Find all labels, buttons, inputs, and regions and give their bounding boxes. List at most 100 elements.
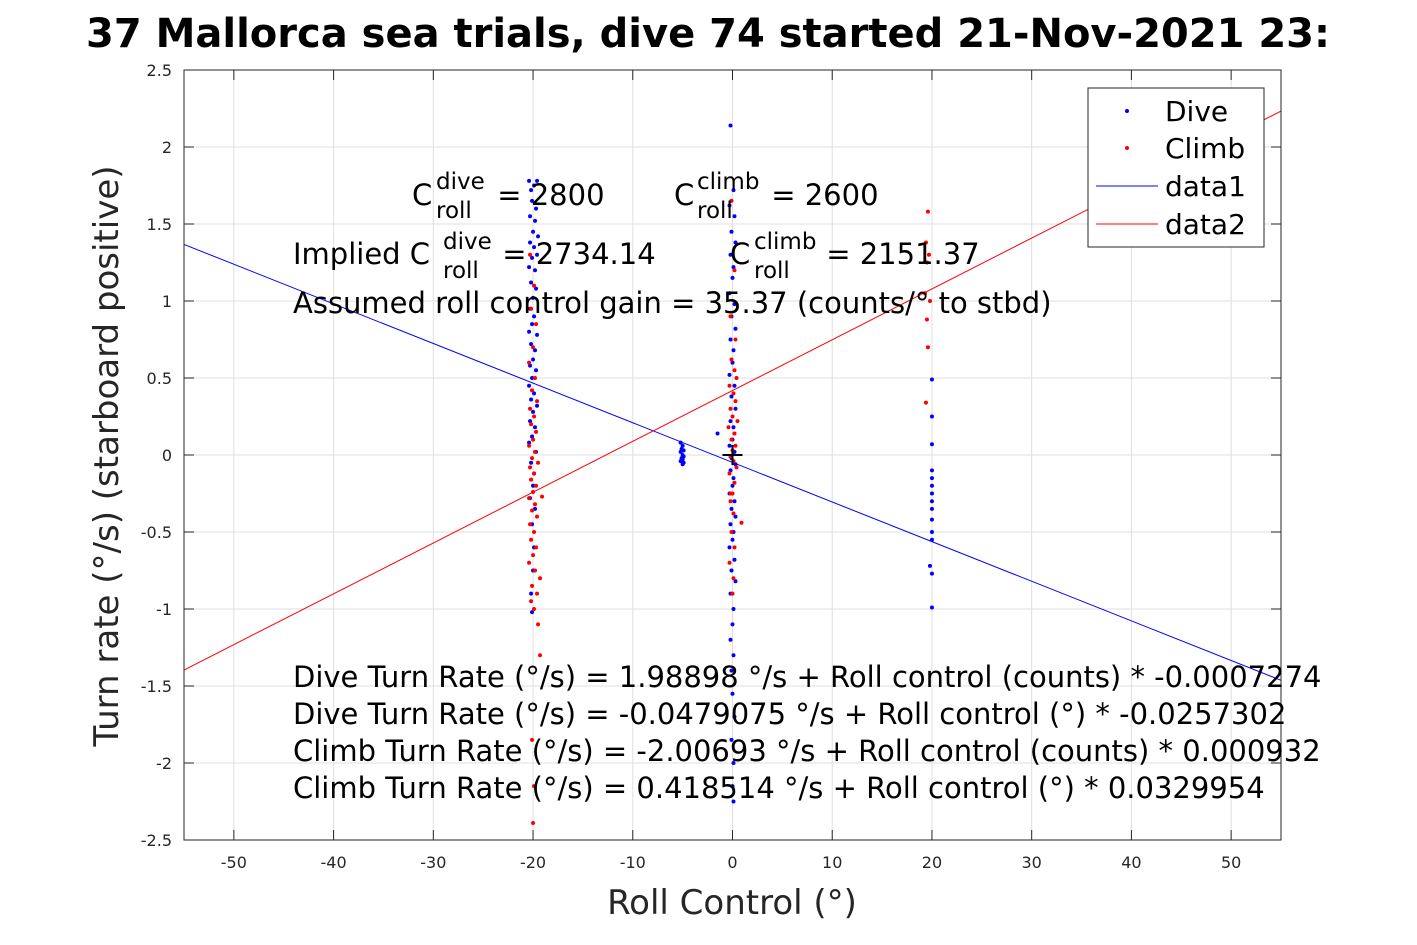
point-dive (731, 607, 736, 611)
point-climb (532, 283, 537, 288)
point-climb (540, 494, 545, 499)
point-dive (727, 203, 732, 208)
annotation-implied-dive: Implied C dive roll = 2734.14 (293, 229, 656, 284)
point-dive (731, 348, 736, 353)
point-dive (728, 337, 733, 342)
point-dive (529, 188, 534, 193)
point-dive (529, 591, 534, 596)
point-dive (929, 517, 934, 522)
point-climb (922, 291, 927, 296)
point-dive (728, 419, 733, 424)
legend-box (1087, 87, 1265, 248)
point-dive (529, 342, 534, 347)
point-climb (527, 496, 532, 501)
point-dive (727, 545, 732, 550)
point-dive (731, 188, 736, 193)
legend-label-climb: Climb (1165, 132, 1245, 165)
point-climb (530, 508, 535, 513)
annotation-gain: Assumed roll control gain = 35.37 (count… (293, 286, 1052, 320)
point-climb (732, 545, 737, 550)
point-dive (678, 440, 683, 445)
point-dive (530, 376, 535, 380)
point-climb (531, 345, 536, 350)
point-dive (929, 499, 934, 504)
point-dive (535, 252, 540, 257)
legend-label-data1: data1 (1165, 170, 1246, 203)
point-climb (726, 425, 731, 430)
point-climb (729, 198, 734, 203)
point-dive (715, 431, 720, 436)
implied-dive-sup: dive (443, 229, 492, 255)
x-tick-labels: -50 -40 -30 -20 -10 0 10 20 30 40 50 (221, 853, 1242, 872)
point-dive (729, 394, 734, 399)
point-dive (728, 123, 733, 128)
point-dive (678, 459, 683, 464)
point-dive (732, 714, 737, 719)
point-climb (533, 502, 538, 507)
point-climb (728, 406, 733, 411)
point-climb (527, 360, 532, 365)
y-tick-label: -2 (156, 754, 172, 773)
c-dive-sup: dive (436, 169, 485, 195)
point-dive (533, 506, 538, 511)
point-climb (729, 437, 734, 442)
point-climb (927, 299, 932, 303)
point-dive (530, 198, 535, 203)
point-climb (533, 568, 538, 573)
legend-marker-climb (1125, 146, 1129, 150)
point-climb (529, 537, 534, 542)
c-climb-sup: climb (697, 169, 759, 195)
annotation-eq-dive-degrees: Dive Turn Rate (°/s) = -0.0479075 °/s + … (293, 697, 1286, 731)
point-dive (533, 268, 538, 273)
point-dive (733, 579, 738, 584)
point-dive (729, 668, 734, 673)
point-dive (929, 537, 934, 542)
annotation-c-climb: C climb roll = 2600 (674, 169, 879, 224)
point-dive (532, 183, 537, 188)
point-dive (732, 214, 737, 219)
point-climb (529, 599, 534, 604)
point-climb (536, 460, 541, 465)
point-dive (730, 275, 735, 280)
point-climb (729, 530, 734, 534)
point-climb (532, 471, 537, 476)
point-dive (729, 737, 734, 742)
point-climb (527, 443, 532, 448)
point-dive (680, 462, 685, 467)
point-dive (535, 332, 540, 337)
point-dive (929, 506, 934, 511)
x-axis-label: Roll Control (°) (607, 883, 857, 923)
point-climb (727, 471, 732, 476)
x-tick-label: 50 (1221, 853, 1241, 872)
point-dive (531, 295, 536, 300)
point-dive (534, 368, 539, 373)
point-climb (730, 591, 735, 596)
y-tick-label: 0 (162, 446, 172, 465)
point-dive (731, 653, 736, 658)
point-dive (733, 240, 738, 245)
point-dive (727, 443, 732, 448)
point-climb (926, 252, 931, 257)
c-climb-base: C (674, 178, 694, 212)
annotation-eq-climb-degrees: Climb Turn Rate (°/s) = 0.418514 °/s + R… (293, 771, 1265, 805)
point-climb (924, 317, 929, 322)
point-climb (732, 480, 737, 485)
point-dive (729, 568, 734, 573)
point-dive (929, 605, 934, 610)
point-dive (528, 240, 533, 245)
point-climb (534, 429, 539, 434)
point-climb (531, 553, 536, 558)
point-climb (925, 345, 930, 350)
point-dive (533, 348, 538, 353)
point-dive (732, 557, 737, 562)
implied-climb-base: C (730, 237, 750, 271)
point-dive (535, 403, 540, 408)
c-climb-value: = 2600 (762, 178, 879, 212)
point-climb (734, 465, 739, 470)
point-climb (534, 545, 539, 550)
point-dive (527, 383, 532, 388)
point-climb (538, 576, 543, 581)
point-dive (730, 784, 735, 789)
point-climb (527, 560, 532, 565)
x-tick-label: -20 (520, 853, 546, 872)
